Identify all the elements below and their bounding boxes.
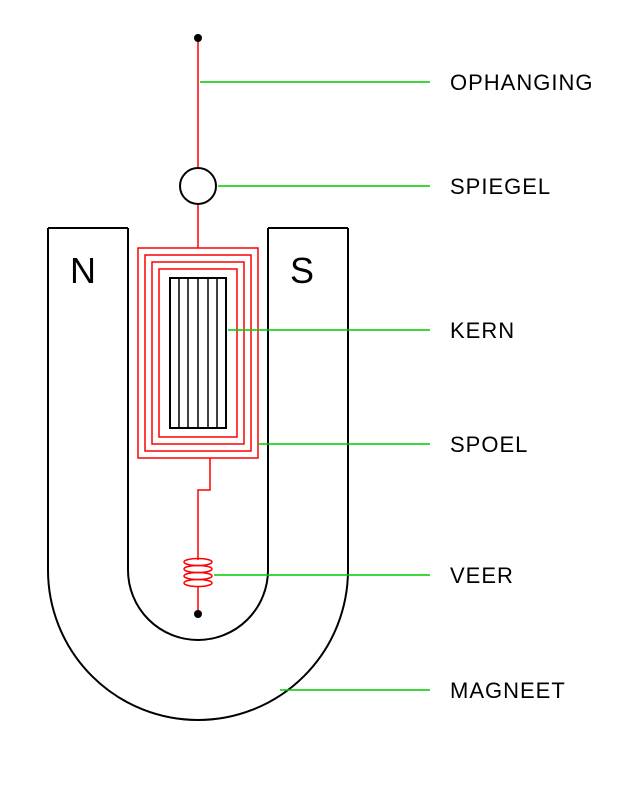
galvanometer-diagram: N S OPHANGING SPIEGEL KERN SPOEL VEER MA… [0, 0, 627, 800]
spring [184, 559, 212, 587]
mirror [180, 168, 216, 204]
label-veer: VEER [450, 563, 514, 589]
label-kern: KERN [450, 318, 515, 344]
pole-south: S [290, 250, 314, 292]
label-spoel: SPOEL [450, 432, 528, 458]
label-spiegel: SPIEGEL [450, 174, 551, 200]
suspension-top-dot [194, 34, 202, 42]
label-ophanging: OPHANGING [450, 70, 593, 96]
bottom-dot [194, 610, 202, 618]
label-magneet: MAGNEET [450, 678, 566, 704]
pole-north: N [70, 250, 96, 292]
lower-wire [198, 458, 210, 560]
